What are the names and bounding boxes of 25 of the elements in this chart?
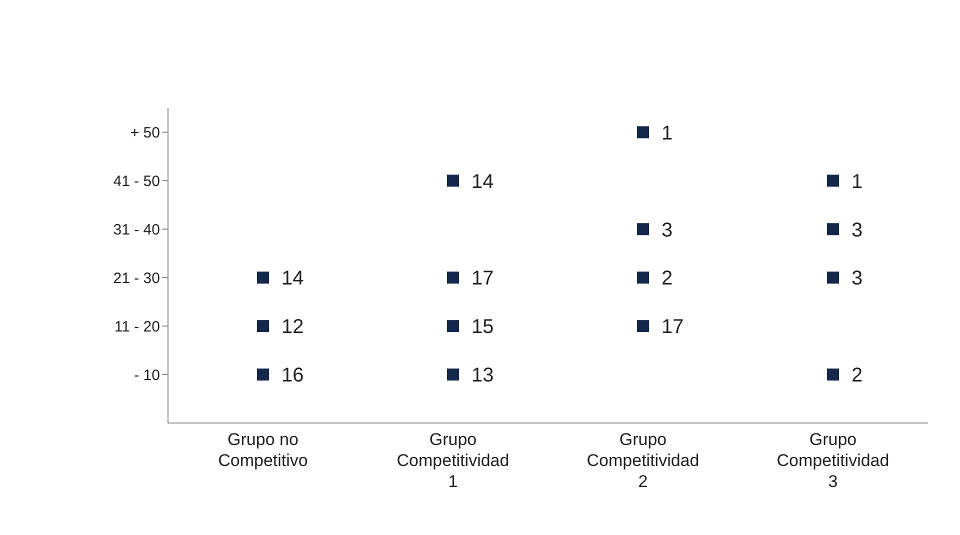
x-tick-label: Grupo Competitividad 1 — [396, 430, 510, 491]
data-label: 3 — [852, 219, 863, 242]
y-tick-label: 41 - 50 — [113, 173, 160, 190]
data-label: 16 — [282, 364, 304, 387]
x-tick-label: Grupo no Competitivo — [218, 430, 308, 470]
data-label: 17 — [662, 316, 684, 338]
x-tick-label: Grupo Competitividad 2 — [586, 430, 700, 491]
data-label: 13 — [472, 364, 494, 387]
data-label: 12 — [282, 316, 304, 338]
data-label: 14 — [472, 170, 494, 193]
data-label: 1 — [662, 122, 673, 144]
y-tick-label: 11 - 20 — [114, 318, 160, 336]
data-label: 3 — [662, 219, 673, 242]
y-tick-label: + 50 — [130, 124, 160, 142]
data-label: 15 — [472, 316, 494, 338]
data-label: 2 — [662, 268, 673, 290]
x-tick-label: Grupo Competitividad 3 — [776, 430, 890, 491]
y-tick-label: 21 - 30 — [113, 270, 160, 287]
data-label: 1 — [852, 170, 863, 193]
data-label: 17 — [472, 268, 494, 290]
data-label: 2 — [852, 364, 863, 387]
data-label: 3 — [852, 268, 863, 290]
data-label: 14 — [282, 268, 304, 290]
y-tick-label: - 10 — [134, 366, 160, 384]
y-tick-label: 31 - 40 — [113, 221, 160, 238]
